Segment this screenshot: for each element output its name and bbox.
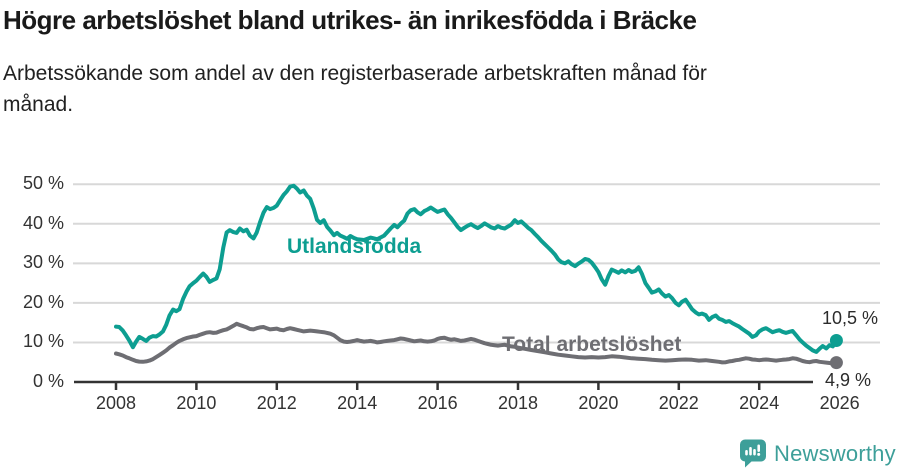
y-axis-label-10: 10 % <box>22 331 64 352</box>
series-end-dot-0 <box>829 334 843 347</box>
series-line-0 <box>114 183 839 354</box>
series-label-utlandsfodda: Utlandsfödda <box>287 235 422 258</box>
x-axis-label-2018: 2018 <box>497 393 539 413</box>
chart-header: Högre arbetslöshet bland utrikes- än inr… <box>0 0 900 120</box>
page-title: Högre arbetslöshet bland utrikes- än inr… <box>3 5 697 35</box>
brand-name: Newsworthy <box>774 440 896 466</box>
x-axis-label-2016: 2016 <box>417 393 458 413</box>
y-axis-label-40: 40 % <box>22 212 64 233</box>
newsworthy-logo-icon <box>740 439 766 468</box>
bar-chart-glyph <box>745 444 761 456</box>
x-axis-label-2020: 2020 <box>578 393 619 413</box>
x-axis-label-2022: 2022 <box>658 393 699 413</box>
chart-subtitle: Arbetssökande som andel av den registerb… <box>3 58 892 120</box>
speech-bubble-shape <box>740 439 766 468</box>
series-label-total-arbetsloshet: Total arbetslöshet <box>502 333 682 356</box>
x-axis-label-2010: 2010 <box>176 393 217 413</box>
x-axis-label-2014: 2014 <box>337 393 378 413</box>
x-axis-label-2012: 2012 <box>256 393 297 413</box>
y-axis-label-20: 20 % <box>22 291 64 312</box>
brand-footer: Newsworthy <box>739 439 896 468</box>
x-axis-label-2026: 2026 <box>819 393 860 413</box>
end-value-label-utlandsfodda: 10,5 % <box>821 308 878 328</box>
subtitle-line-1: Arbetssökande som andel av den registerb… <box>3 61 707 85</box>
end-value-label-total: 4,9 % <box>813 370 883 391</box>
y-axis-label-0: 0 % <box>32 371 64 391</box>
x-axis-label-2024: 2024 <box>739 393 780 413</box>
y-axis-label-30: 30 % <box>22 252 64 273</box>
series-end-dot-1 <box>829 356 843 370</box>
subtitle-line-2: månad. <box>3 92 74 116</box>
series-line-1 <box>114 321 839 366</box>
x-axis-label-2008: 2008 <box>95 393 137 413</box>
y-axis-label-50: 50 % <box>22 173 64 194</box>
